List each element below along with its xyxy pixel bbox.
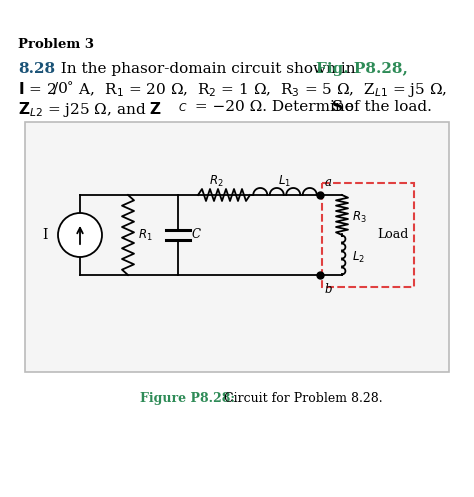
Text: $R_3$: $R_3$: [352, 209, 367, 225]
Text: $R_2$: $R_2$: [209, 173, 223, 188]
Text: A,  R$_1$ = 20 Ω,  R$_2$ = 1 Ω,  R$_3$ = 5 Ω,  Z$_{L1}$ = j5 Ω,: A, R$_1$ = 20 Ω, R$_2$ = 1 Ω, R$_3$ = 5 …: [74, 81, 447, 99]
Text: a: a: [325, 176, 332, 189]
Text: of the load.: of the load.: [340, 100, 432, 114]
Text: $L_2$: $L_2$: [352, 249, 365, 264]
Text: b: b: [325, 283, 332, 296]
Bar: [322, 183, 414, 287]
Circle shape: [58, 213, 102, 257]
Text: Load: Load: [378, 229, 409, 242]
Text: $\mathbf{Z}$$_{L2}$ = j25 Ω, and $\mathbf{Z}$: $\mathbf{Z}$$_{L2}$ = j25 Ω, and $\mathb…: [18, 100, 162, 119]
Text: Fig. P8.28,: Fig. P8.28,: [316, 62, 408, 76]
Bar: [25, 122, 449, 372]
Text: In the phasor-domain circuit shown in: In the phasor-domain circuit shown in: [51, 62, 360, 76]
Text: $R_1$: $R_1$: [138, 228, 153, 243]
Text: = −20 Ω. Determine: = −20 Ω. Determine: [190, 100, 359, 114]
Text: Circuit for Problem 8.28.: Circuit for Problem 8.28.: [220, 392, 383, 405]
Text: 8.28: 8.28: [18, 62, 55, 76]
Text: Problem 3: Problem 3: [18, 38, 94, 51]
Text: /0: /0: [53, 81, 68, 95]
Text: Figure P8.28:: Figure P8.28:: [140, 392, 235, 405]
Text: °: °: [67, 81, 73, 94]
Text: $\mathbf{I}$ = 2: $\mathbf{I}$ = 2: [18, 81, 56, 97]
Text: S: S: [332, 100, 343, 114]
Text: C: C: [192, 229, 201, 242]
Text: $L_1$: $L_1$: [279, 173, 292, 188]
Text: I: I: [42, 228, 47, 242]
Text: $_C$: $_C$: [178, 100, 188, 114]
